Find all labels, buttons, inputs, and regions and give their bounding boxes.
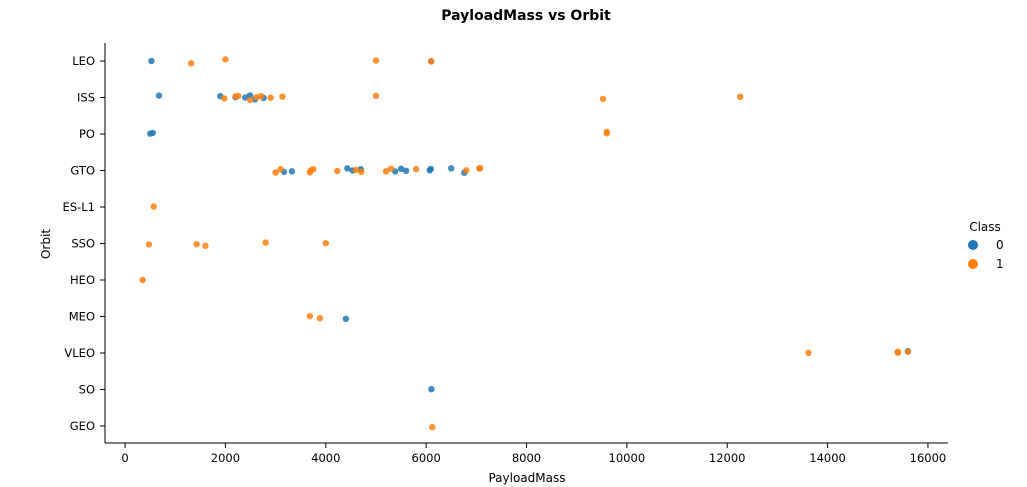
legend-label-0: 0: [996, 238, 1004, 252]
data-point-class-0: [427, 165, 434, 173]
data-point-class-1: [235, 92, 242, 100]
data-point-class-1: [603, 128, 610, 136]
y-tick-label: ES-L1: [63, 200, 95, 214]
data-point-class-1: [310, 166, 317, 173]
y-axis-label: Orbit: [39, 229, 53, 259]
x-tick-label: 6000: [412, 451, 441, 465]
x-tick-label: 14000: [809, 451, 846, 465]
legend-label-1: 1: [996, 257, 1004, 271]
data-point-class-1: [257, 93, 265, 100]
data-point-class-0: [155, 92, 163, 99]
data-point-class-1: [306, 313, 313, 320]
data-point-class-1: [150, 203, 157, 210]
y-tick-label: ISS: [77, 91, 95, 105]
data-point-class-1: [412, 165, 420, 173]
data-point-class-1: [267, 94, 274, 101]
data-point-class-1: [334, 167, 341, 175]
legend: Class 0 1: [968, 220, 1004, 271]
data-point-class-1: [222, 56, 229, 63]
data-point-class-1: [246, 96, 254, 104]
legend-marker-1: [968, 259, 978, 269]
y-tick-label: SO: [79, 383, 95, 397]
data-point-class-0: [148, 57, 155, 65]
y-tick-label: LEO: [72, 54, 95, 68]
y-tick-label: MEO: [69, 310, 95, 324]
y-tick-label: SSO: [71, 237, 95, 251]
data-point-class-1: [139, 276, 146, 284]
data-point-class-1: [145, 241, 153, 248]
data-point-class-1: [352, 166, 360, 174]
x-tick-label: 4000: [311, 451, 340, 465]
data-point-class-0: [246, 92, 254, 99]
data-point-class-0: [402, 167, 410, 174]
data-point-class-0: [448, 165, 455, 172]
data-point-class-1: [358, 168, 365, 175]
data-point-class-1: [476, 165, 484, 172]
data-point-class-1: [202, 242, 209, 249]
y-tick-label: PO: [79, 127, 95, 141]
data-point-class-1: [894, 348, 901, 355]
x-tick-label: 16000: [910, 451, 947, 465]
data-point-class-1: [429, 424, 436, 431]
data-point-class-1: [277, 166, 284, 173]
x-tick-label: 0: [121, 451, 128, 465]
x-tick-label: 8000: [512, 451, 541, 465]
data-point-class-1: [737, 93, 744, 101]
data-point-class-1: [322, 240, 329, 247]
data-point-class-1: [599, 95, 607, 103]
data-point-class-1: [463, 167, 470, 174]
data-point-class-0: [288, 168, 296, 175]
data-points: [139, 56, 912, 431]
data-point-class-1: [382, 168, 390, 175]
legend-marker-0: [968, 240, 978, 250]
y-tick-label: VLEO: [64, 346, 95, 360]
data-point-class-0: [397, 165, 405, 172]
data-point-class-1: [387, 165, 395, 172]
data-point-class-1: [221, 95, 228, 102]
data-point-class-0: [428, 386, 435, 393]
data-point-class-1: [187, 60, 195, 67]
data-point-class-0: [344, 165, 351, 172]
chart-title: PayloadMass vs Orbit: [441, 8, 611, 24]
x-tick-label: 2000: [211, 451, 240, 465]
x-axis-label: PayloadMass: [488, 471, 565, 485]
data-point-class-1: [272, 169, 279, 176]
x-tick-label: 12000: [709, 451, 746, 465]
y-tick-label: GEO: [70, 419, 95, 433]
legend-title: Class: [969, 220, 1001, 234]
data-point-class-1: [316, 315, 323, 322]
data-point-class-0: [149, 129, 156, 137]
data-point-class-0: [342, 315, 350, 322]
data-point-class-1: [193, 241, 200, 248]
y-tick-label: GTO: [70, 164, 95, 178]
y-tick-label: HEO: [70, 273, 95, 287]
data-point-class-1: [904, 348, 912, 355]
data-point-class-1: [428, 58, 435, 65]
data-point-class-0: [242, 94, 249, 101]
data-point-class-1: [805, 349, 812, 356]
data-point-class-1: [372, 92, 380, 100]
x-tick-label: 10000: [609, 451, 646, 465]
data-point-class-1: [279, 93, 286, 100]
axes: 0 2000 4000 6000 8000 10000 12000 14000 16000 LEO…: [63, 43, 948, 465]
data-point-class-1: [372, 57, 380, 64]
data-point-class-1: [262, 239, 269, 246]
